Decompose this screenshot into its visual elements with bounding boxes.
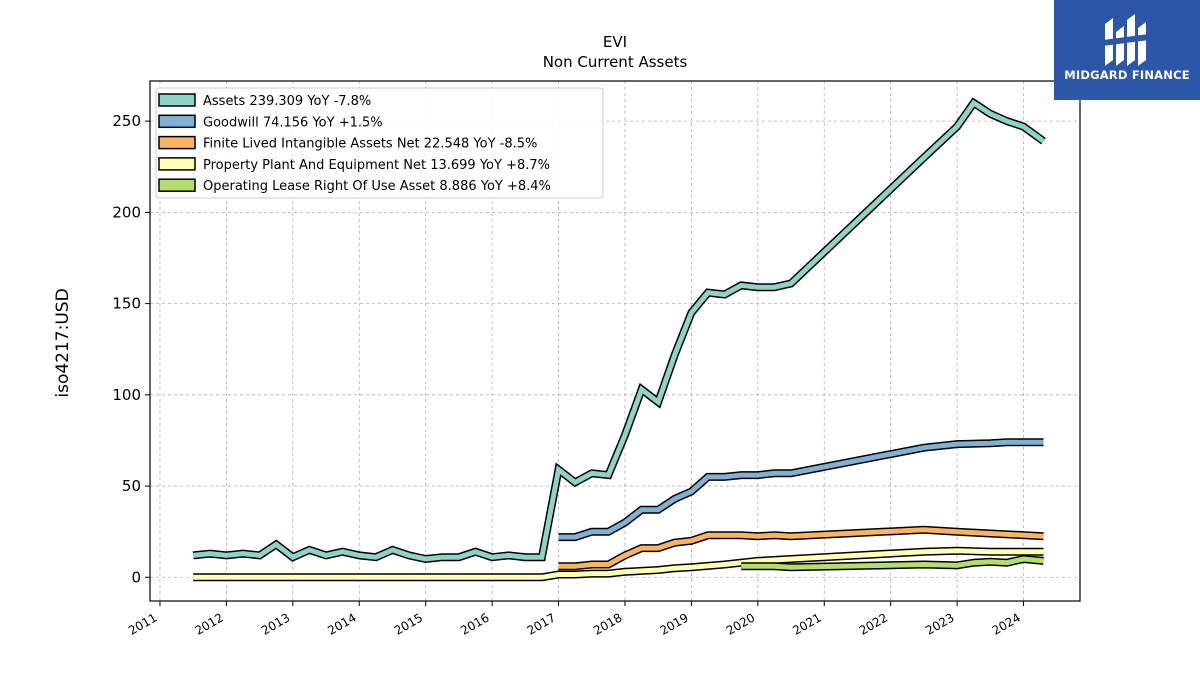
y-tick-label: 50 <box>122 477 141 495</box>
legend-swatch-4 <box>158 178 196 192</box>
y-tick-label: 150 <box>112 295 141 313</box>
legend-box <box>155 87 604 199</box>
x-tick-label: 2011 <box>126 610 159 637</box>
x-tick-label: 2024 <box>990 610 1023 637</box>
x-tick-label: 2018 <box>591 610 624 637</box>
x-tick-label: 2014 <box>325 610 358 637</box>
plot-frame <box>149 80 1081 602</box>
legend-swatch-2 <box>158 135 196 150</box>
legend-swatch-3 <box>158 157 196 171</box>
y-tick-label: 100 <box>112 386 141 404</box>
x-tick-label: 2020 <box>724 610 757 637</box>
legend: Assets 239.309 YoY -7.8% Goodwill 74.156 … <box>155 87 604 199</box>
x-tick-label: 2012 <box>192 610 225 637</box>
series-line-outline-1 <box>558 438 1044 542</box>
series-line-3 <box>193 548 1044 580</box>
legend-swatch-1 <box>158 114 196 129</box>
series-line-0 <box>192 99 1045 562</box>
x-tick-label: 2023 <box>923 610 956 637</box>
x-tick-label: 2019 <box>657 610 690 637</box>
brand-logo: MIDGARD FINANCE <box>1054 0 1200 100</box>
x-tick-label: 2021 <box>790 610 823 637</box>
legend-label-2: Finite Lived Intangible Assets Net 22.54… <box>203 137 537 152</box>
series-lines <box>192 97 1046 582</box>
brand-mark-icon <box>1103 14 1149 66</box>
y-tick-label: 0 <box>131 568 141 586</box>
brand-name: MIDGARD FINANCE <box>1064 68 1190 82</box>
legend-label-0: Assets 239.309 YoY -7.8% <box>203 94 371 109</box>
x-tick-label: 2016 <box>458 610 491 637</box>
legend-label-1: Goodwill 74.156 YoY +1.5% <box>203 115 383 130</box>
y-tick-label: 200 <box>112 203 141 221</box>
x-tick-label: 2017 <box>525 610 558 637</box>
series-line-2 <box>558 527 1044 569</box>
legend-label-3: Property Plant And Equipment Net 13.699 … <box>203 158 550 173</box>
x-tick-label: 2022 <box>857 610 890 637</box>
y-tick-label: 250 <box>112 112 141 130</box>
series-line-1 <box>558 439 1044 540</box>
x-tick-label: 2015 <box>392 610 425 637</box>
legend-swatch-0 <box>158 93 196 107</box>
x-tick-label: 2013 <box>259 610 292 637</box>
chart-title: EVI <box>603 33 627 51</box>
legend-label-4: Operating Lease Right Of Use Asset 8.886… <box>203 179 551 194</box>
chart-subtitle: Non Current Assets <box>543 53 688 71</box>
y-axis-label: iso4217:USD <box>53 288 73 397</box>
series-line-4 <box>741 556 1044 570</box>
